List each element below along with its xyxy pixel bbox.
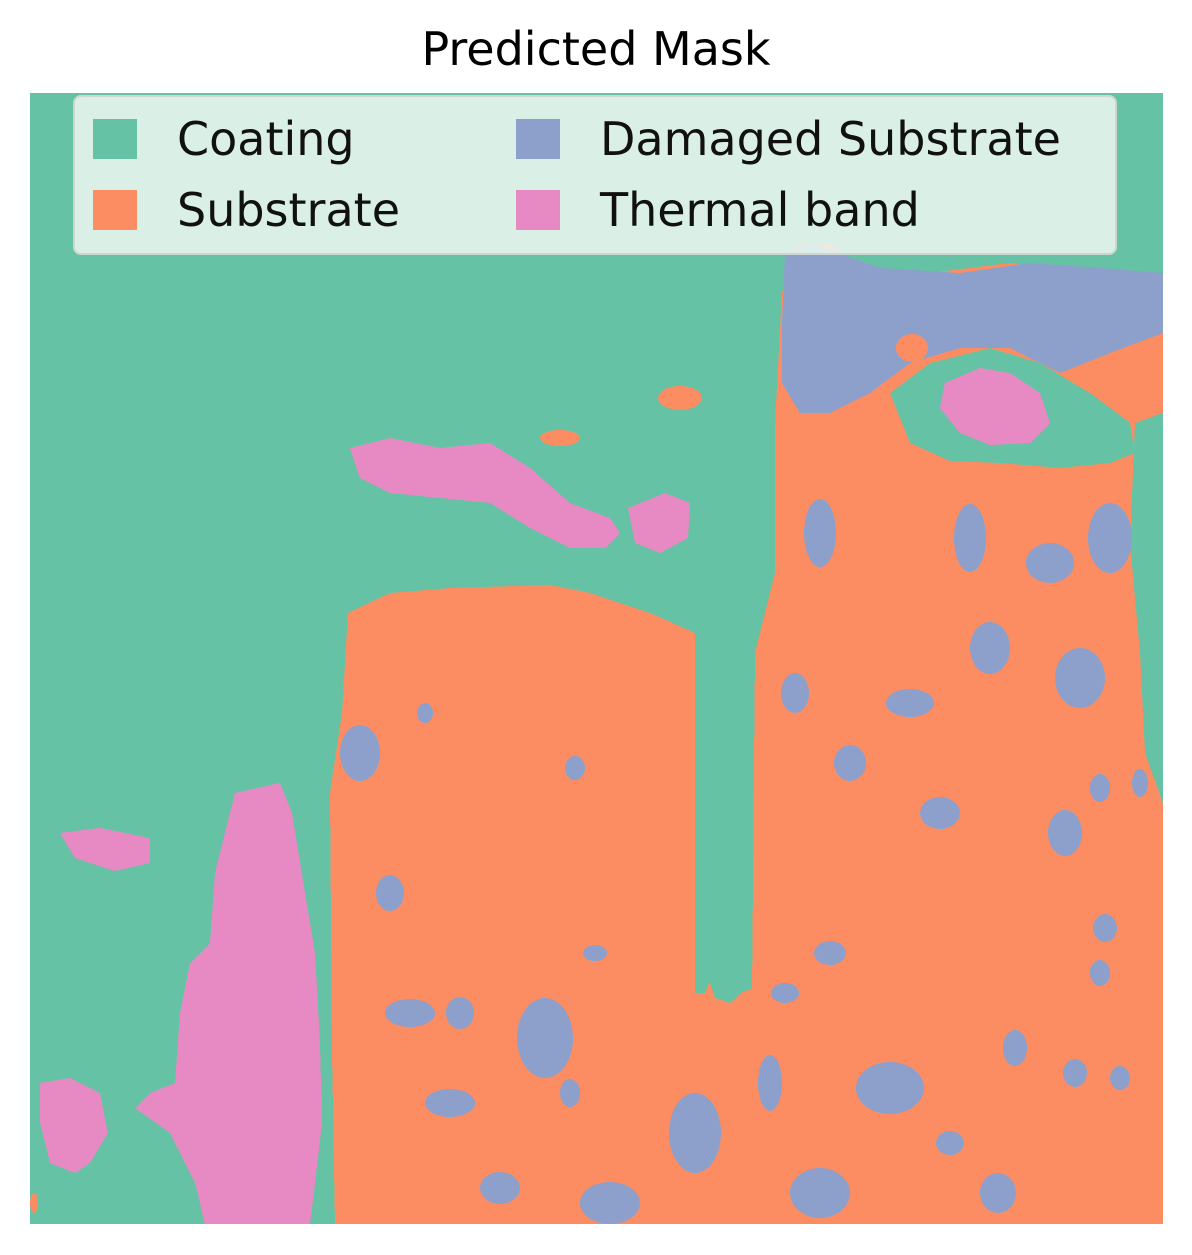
damaged-spot <box>1026 543 1074 583</box>
substrate-speck <box>896 334 928 362</box>
damaged-spot <box>954 504 986 572</box>
substrate-region-right <box>750 243 1163 1224</box>
damaged-spot <box>1055 648 1105 708</box>
substrate-specks <box>30 334 928 1213</box>
damaged-spot <box>936 1131 964 1155</box>
substrate-speck <box>30 1193 38 1213</box>
damaged-spot <box>417 703 433 723</box>
damaged-spots <box>340 499 1148 1224</box>
thermal-region-left-column <box>135 783 322 1224</box>
damaged-spot <box>340 725 380 781</box>
damaged-spot <box>1090 774 1110 802</box>
thermal-region-left-small <box>40 1078 108 1173</box>
coating-strip-right <box>1130 413 1163 803</box>
damaged-spot <box>771 983 799 1003</box>
legend-label-damaged-substrate: Damaged Substrate <box>600 112 1061 166</box>
damaged-spot <box>1132 769 1148 797</box>
damaged-spot <box>1110 1066 1130 1090</box>
thermal-region-left-top <box>60 828 150 871</box>
damaged-spot <box>446 997 474 1029</box>
damaged-spot <box>385 999 435 1027</box>
damaged-spot <box>790 1168 850 1218</box>
legend: Coating Substrate Damaged Substrate Ther… <box>73 95 1117 255</box>
damaged-spot <box>583 945 607 961</box>
damaged-spot <box>1090 960 1110 986</box>
legend-swatch-substrate <box>93 190 137 230</box>
damaged-spot <box>920 797 960 829</box>
damaged-spot <box>814 941 846 965</box>
thermal-region-upper-right <box>940 368 1050 445</box>
damaged-spot <box>425 1089 475 1117</box>
damaged-spot <box>560 1079 580 1107</box>
legend-swatch-thermal-band <box>516 190 560 230</box>
substrate-speck <box>658 386 702 410</box>
damaged-spot <box>480 1172 520 1204</box>
legend-item-coating: Coating <box>93 112 355 166</box>
legend-item-damaged-substrate: Damaged Substrate <box>516 112 1061 166</box>
damaged-spot <box>886 689 934 717</box>
substrate-region-left <box>330 585 695 1224</box>
damaged-spot <box>376 875 404 911</box>
thermal-region-upper-middle <box>350 438 620 548</box>
damaged-spot <box>856 1062 924 1114</box>
damaged-spot <box>565 756 585 780</box>
damaged-spot <box>580 1182 640 1224</box>
damaged-region-upper <box>782 243 1163 413</box>
legend-label-coating: Coating <box>177 112 355 166</box>
legend-item-substrate: Substrate <box>93 183 400 237</box>
damaged-spot <box>669 1093 721 1173</box>
figure-title: Predicted Mask <box>421 22 771 76</box>
segmentation-mask <box>30 93 1163 1224</box>
substrate-speck <box>540 430 580 446</box>
thermal-region-small <box>628 493 690 553</box>
damaged-spot <box>1063 1059 1087 1087</box>
damaged-spot <box>980 1173 1016 1213</box>
damaged-spot <box>804 499 836 567</box>
legend-swatch-coating <box>93 119 137 159</box>
legend-label-thermal-band: Thermal band <box>600 183 920 237</box>
damaged-spot <box>1003 1030 1027 1066</box>
coating-channel <box>695 633 742 1003</box>
damaged-spot <box>758 1055 782 1111</box>
damaged-spot <box>834 745 866 781</box>
damaged-spot <box>781 673 809 713</box>
legend-label-substrate: Substrate <box>177 183 400 237</box>
legend-item-thermal-band: Thermal band <box>516 183 920 237</box>
damaged-spot <box>1093 914 1117 942</box>
legend-swatch-damaged-substrate <box>516 119 560 159</box>
damaged-spot <box>970 622 1010 674</box>
damaged-spot <box>517 998 573 1078</box>
damaged-spot <box>1048 810 1082 856</box>
damaged-spot <box>1088 503 1132 573</box>
